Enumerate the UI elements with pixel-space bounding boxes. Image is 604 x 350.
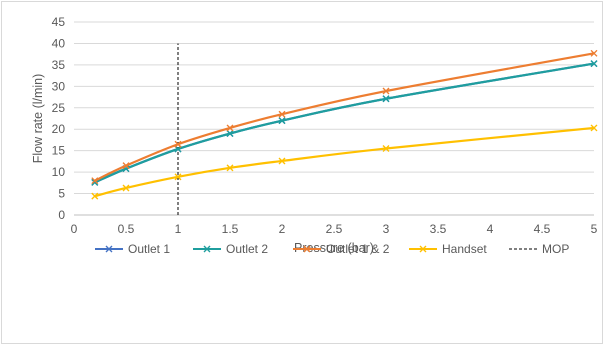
data-point-handset <box>382 145 390 153</box>
data-point-handset <box>174 173 182 181</box>
data-point-handset <box>122 184 130 192</box>
y-tick-label: 0 <box>58 208 65 222</box>
legend-label: Outlet 1 <box>128 242 170 256</box>
series-line-outlet-1 <box>94 62 595 184</box>
legend-label: MOP <box>542 242 569 256</box>
x-tick-label: 4 <box>487 222 494 236</box>
y-tick-label: 10 <box>52 165 66 179</box>
series-line-outlet-2 <box>94 62 595 184</box>
y-tick-label: 5 <box>58 187 65 201</box>
x-tick-label: 4.5 <box>534 222 551 236</box>
data-point-handset <box>91 192 99 200</box>
x-tick-label: 3.5 <box>430 222 447 236</box>
y-tick-label: 30 <box>52 79 66 93</box>
data-point-outlet-1-2 <box>91 177 99 185</box>
data-point-outlet-2 <box>382 95 390 103</box>
y-tick-label: 25 <box>52 101 66 115</box>
legend-item-outlet-1-2: Outlet 1 & 2 <box>293 242 390 256</box>
legend-item-outlet-2: Outlet 2 <box>193 242 268 256</box>
x-tick-label: 2.5 <box>326 222 343 236</box>
legend-marker <box>203 245 211 253</box>
data-point-outlet-1-2 <box>122 162 130 170</box>
x-tick-label: 0.5 <box>118 222 135 236</box>
x-tick-label: 0 <box>71 222 78 236</box>
x-axis-title: Pressure (bar) <box>294 241 374 255</box>
data-point-handset <box>226 164 234 172</box>
data-point-outlet-2 <box>590 60 598 68</box>
legend-item-mop: MOP <box>509 242 569 256</box>
x-tick-label: 3 <box>383 222 390 236</box>
data-point-outlet-1-2 <box>382 87 390 95</box>
data-point-handset <box>590 124 598 132</box>
legend-item-outlet-1: Outlet 1 <box>95 242 170 256</box>
data-point-outlet-1-2 <box>590 49 598 57</box>
data-point-outlet-2 <box>226 130 234 138</box>
legend-marker <box>303 245 311 253</box>
x-tick-label: 1.5 <box>222 222 239 236</box>
legend-label: Outlet 1 & 2 <box>326 242 390 256</box>
legend-label: Handset <box>442 242 487 256</box>
y-tick-label: 35 <box>52 58 66 72</box>
gridlines <box>74 21 594 216</box>
y-tick-label: 40 <box>52 36 66 50</box>
legend-label: Outlet 2 <box>226 242 268 256</box>
tick-labels: 0 5 10 15 20 25 30 35 40 45 0 0.5 1 1.5 2 2.5 3 3.5 4 4.5 5 <box>52 15 598 236</box>
y-tick-label: 15 <box>52 144 66 158</box>
data-point-outlet-1-2 <box>278 110 286 118</box>
x-tick-label: 2 <box>279 222 286 236</box>
y-tick-label: 20 <box>52 122 66 136</box>
series-line-outlet-1-2 <box>94 52 595 182</box>
chart-frame: 0 5 10 15 20 25 30 35 40 45 0 0.5 1 1.5 2 2.5 3 3.5 4 4.5 5 … <box>1 1 603 344</box>
legend-marker <box>105 245 113 253</box>
legend-item-handset: Handset <box>409 242 487 256</box>
series-line-handset <box>94 126 595 198</box>
data-point-outlet-1-2 <box>174 140 182 148</box>
legend: Outlet 1 Outlet 2 Outlet 1 & 2 Handset MOP <box>95 242 569 256</box>
legend-marker <box>419 245 427 253</box>
y-tick-label: 45 <box>52 15 66 29</box>
y-axis-title: Flow rate (l/min) <box>31 74 45 164</box>
data-point-outlet-2 <box>278 117 286 125</box>
data-point-outlet-1-2 <box>226 124 234 132</box>
x-tick-label: 5 <box>591 222 598 236</box>
x-tick-label: 1 <box>175 222 182 236</box>
data-point-handset <box>278 157 286 165</box>
series-group <box>91 49 598 200</box>
